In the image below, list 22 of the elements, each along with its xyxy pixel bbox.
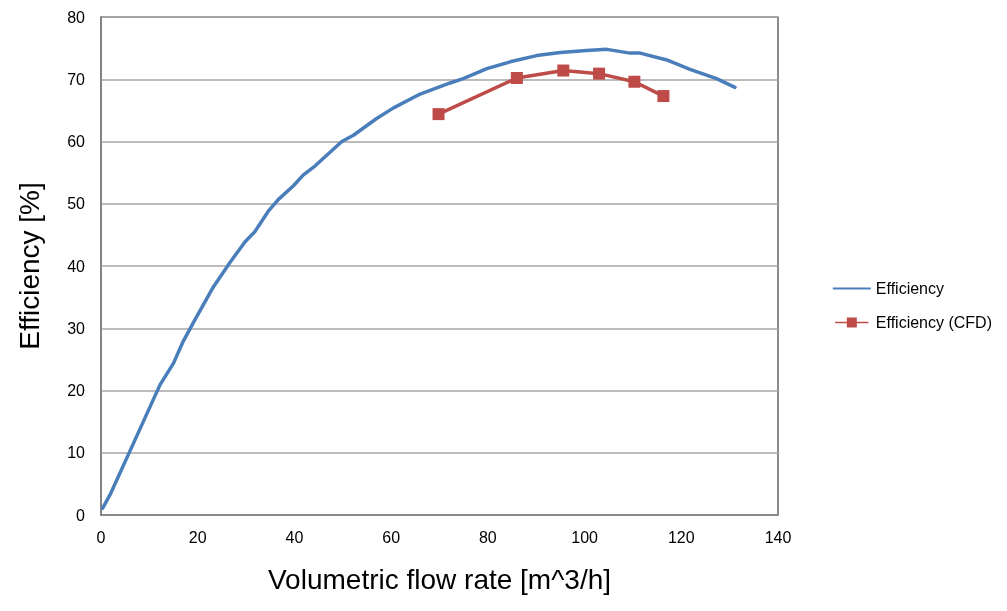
x-tick-label: 20 (188, 528, 207, 546)
y-tick-label: 30 (67, 319, 86, 337)
y-tick-label: 60 (67, 133, 86, 150)
x-tick-label: 60 (382, 528, 401, 546)
y-tick-label: 50 (67, 195, 86, 213)
y-tick-label: 80 (67, 8, 86, 26)
x-tick-label: 80 (478, 528, 497, 546)
x-axis-title: Volumetric flow rate [m^3/h] (267, 563, 612, 595)
y-tick-label: 20 (67, 382, 86, 399)
x-tick-label: 0 (96, 528, 106, 546)
y-tick-label: 70 (67, 70, 86, 88)
legend-label: Efficiency (CFD) (875, 314, 993, 331)
x-tick-label: 40 (285, 528, 304, 546)
x-tick-label: 100 (571, 528, 599, 546)
x-tick-label: 120 (667, 528, 695, 546)
legend-label: Efficiency (875, 280, 945, 297)
y-tick-label: 10 (67, 444, 86, 462)
y-axis-title: Efficiency [%] (13, 182, 45, 350)
y-tick-label: 0 (76, 506, 86, 524)
y-tick-label: 40 (67, 257, 86, 275)
x-tick-label: 140 (764, 528, 792, 546)
line-series (100, 47, 737, 510)
